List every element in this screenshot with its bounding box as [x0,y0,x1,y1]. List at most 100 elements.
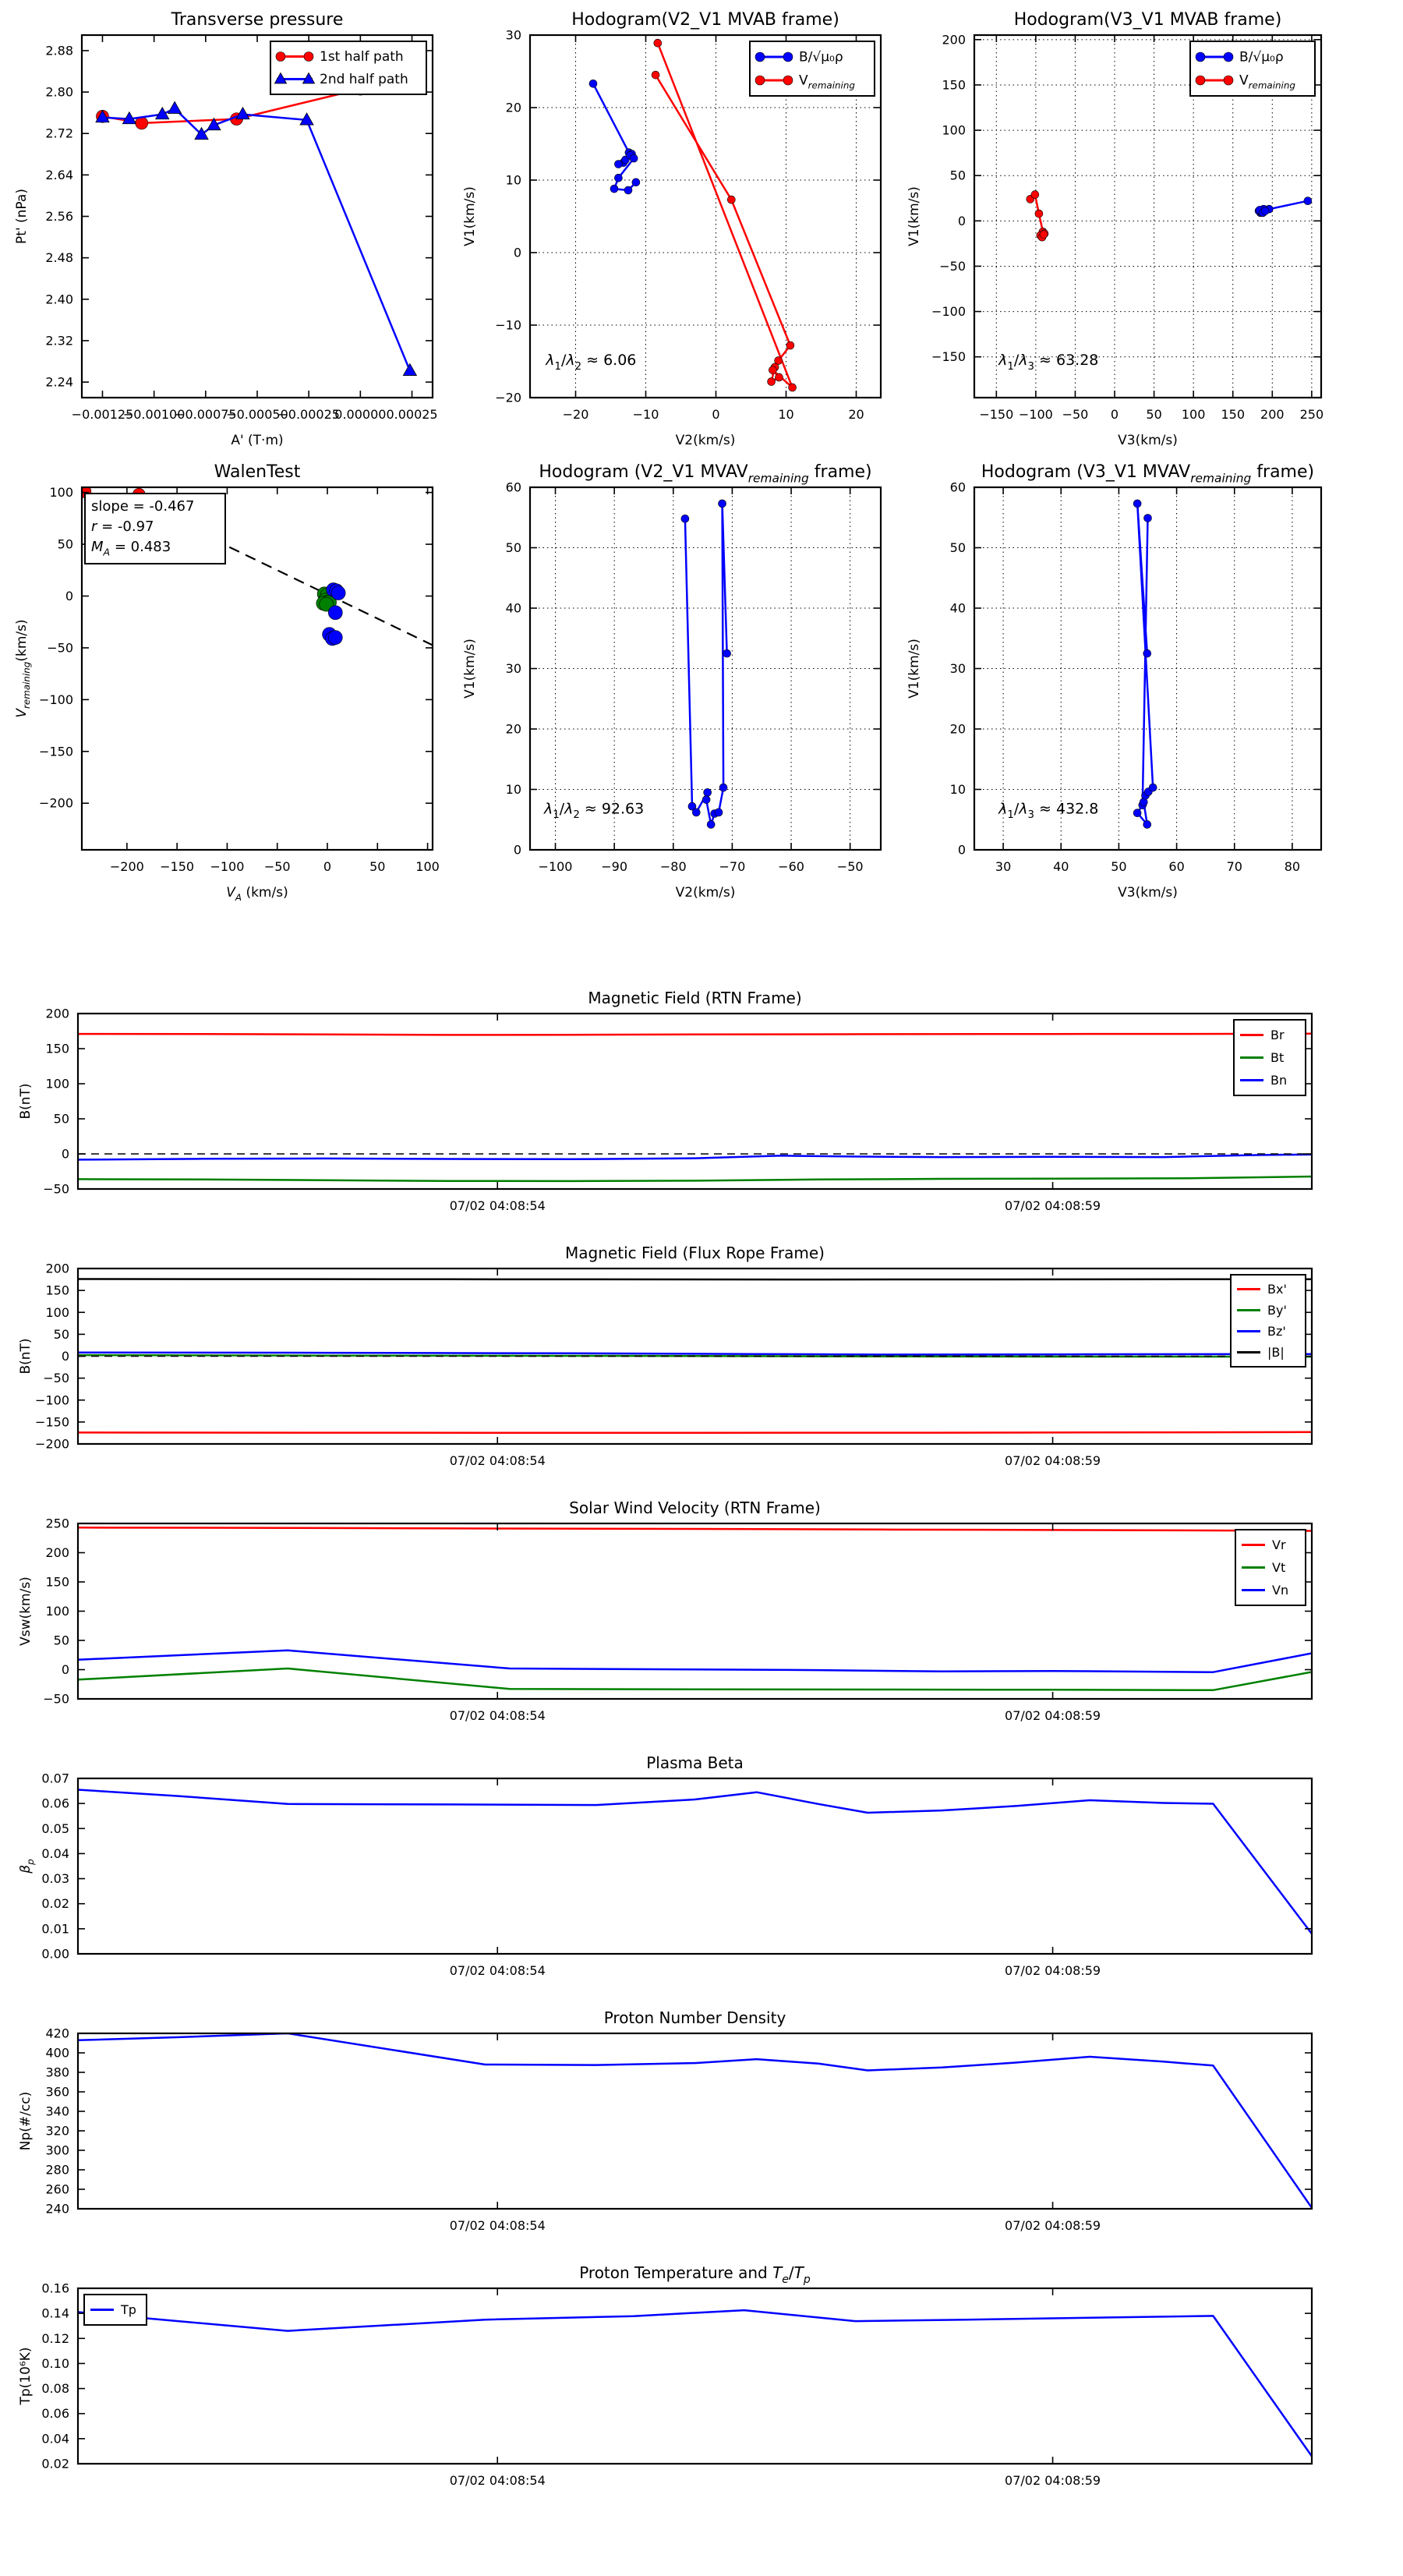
x-tick-label: −80 [660,859,687,874]
legend-label: 1st half path [320,49,404,65]
legend-label: Br [1270,1028,1285,1042]
series-line [78,1789,1312,1935]
y-tick-label: 100 [942,123,966,138]
y-tick-label: −150 [931,349,966,364]
x-tick-label: 07/02 04:08:54 [450,1453,546,1468]
y-axis-label: B(nT) [18,1083,34,1119]
y-tick-label: 2.72 [45,126,73,141]
stats-box [84,493,226,564]
legend-label: Vn [1272,1583,1288,1598]
circle-marker [755,51,765,62]
series--b- [78,1278,1312,1281]
y-tick-label: 20 [506,101,521,115]
circle-marker [680,514,690,523]
circle-marker [755,75,765,86]
legend-label: B/√μ₀ρ [799,50,843,65]
axes-frame [76,1522,1313,1700]
lambda-annotation: λ1/λ2 ≈ 6.06 [545,352,636,373]
chart-title: Hodogram(V2_V1 MVAB frame) [571,10,839,30]
series-vn [78,1649,1312,1673]
y-tick-label: 0 [958,843,966,858]
circle-marker [783,51,793,62]
legend-label: Tp [120,2302,136,2317]
y-tick-label: 60 [950,480,966,495]
x-axis-label: V3(km/s) [1118,885,1178,901]
legend-label: Vremaining [1239,73,1295,91]
x-tick-label: 20 [848,407,864,422]
y-tick-label: 260 [45,2182,69,2197]
legend: 1st half path 2nd half path [270,41,427,95]
lambda-annotation: λ1/λ2 ≈ 92.63 [543,801,644,822]
series-line [78,1153,1312,1161]
triangle-marker [154,106,170,120]
series-v-remaining-hodogram [1133,499,1157,829]
series-plasma-beta [78,1789,1312,1935]
y-tick-label: 280 [45,2163,69,2178]
chart-title: Proton Number Density [604,2008,786,2027]
y-tick-label: 2.48 [45,250,73,265]
x-tick-label: 0.00000 [334,407,386,422]
y-tick-label: 0.04 [41,2431,69,2446]
legend: Tp [83,2294,147,2326]
y-tick-label: −150 [39,744,73,759]
series-line [78,2033,1312,2209]
y-tick-label: 2.64 [45,168,73,182]
y-tick-label: 10 [506,782,521,797]
circle-marker [775,373,783,382]
x-tick-label: 07/02 04:08:54 [450,1708,546,1723]
chart-title: Hodogram (V3_V1 MVAVremaining frame) [981,462,1314,486]
circle-marker [706,820,716,829]
circle-marker [614,160,623,168]
transverse-pressure-chart: −0.00125−0.00100−0.00075−0.00050−0.00025… [14,10,438,448]
y-tick-label: 0.05 [41,1821,69,1836]
series-line [78,1032,1312,1036]
chart-title: Solar Wind Velocity (RTN Frame) [569,1499,821,1517]
y-tick-label: 2.56 [45,209,73,224]
legend-label: Bx' [1267,1282,1287,1297]
circle-marker [327,630,343,645]
series-line [102,87,361,125]
y-axis-label: V1(km/s) [906,186,922,246]
legend-box [749,41,875,97]
y-tick-label: 200 [942,32,966,47]
circle-marker [783,75,793,86]
legend-label: Bz' [1267,1324,1286,1339]
triangle-marker [302,72,316,84]
y-tick-label: 0.16 [41,2281,69,2296]
hodogram-v3v1-mvav-chart: 30 40 50 60 70 80 0 10 20 30 40 50 60 Hodogram (V3_V1… [906,462,1323,901]
y-tick-label: 360 [45,2085,69,2100]
y-tick-label: −200 [35,1437,69,1452]
series-v-remaining [1026,190,1049,242]
y-tick-label: 0.00 [41,1947,69,1962]
y-tick-label: 200 [45,1261,69,1276]
y-tick-label: 420 [45,2026,69,2041]
legend-box [270,41,427,95]
x-tick-label: 50 [369,859,385,874]
circle-marker [1133,499,1142,508]
circle-marker [614,173,623,182]
y-tick-label: 200 [45,1007,69,1021]
stats-box-line: MA = 0.483 [91,539,171,557]
series-vr [78,1527,1312,1532]
circle-marker [327,605,343,621]
series-walen-blue-points [322,582,346,646]
circle-marker [691,808,701,817]
lambda-annotation: λ1/λ3 ≈ 432.8 [998,801,1098,822]
y-tick-label: −100 [931,304,966,319]
x-tick-label: 0 [1111,407,1119,422]
x-axis-label: A' (T·m) [231,433,283,448]
y-tick-label: 200 [45,1545,69,1560]
x-tick-label: 70 [1227,859,1242,874]
axes-frame [76,1012,1313,1191]
x-tick-label: −10 [633,407,659,422]
stats-box-line: slope = -0.467 [91,498,194,515]
legend-label: Vremaining [799,73,855,91]
chart-title: WalenTest [214,462,301,482]
plasma-beta-chart: 07/02 04:08:54 07/02 04:08:59 0.00 0.01 0.02… [18,1753,1313,1978]
y-tick-label: 100 [45,1077,69,1092]
y-axis-label: Np(#/cc) [18,2092,34,2150]
y-tick-label: 40 [950,601,966,616]
series-line [102,108,412,371]
x-tick-label: 07/02 04:08:54 [450,2218,546,2233]
